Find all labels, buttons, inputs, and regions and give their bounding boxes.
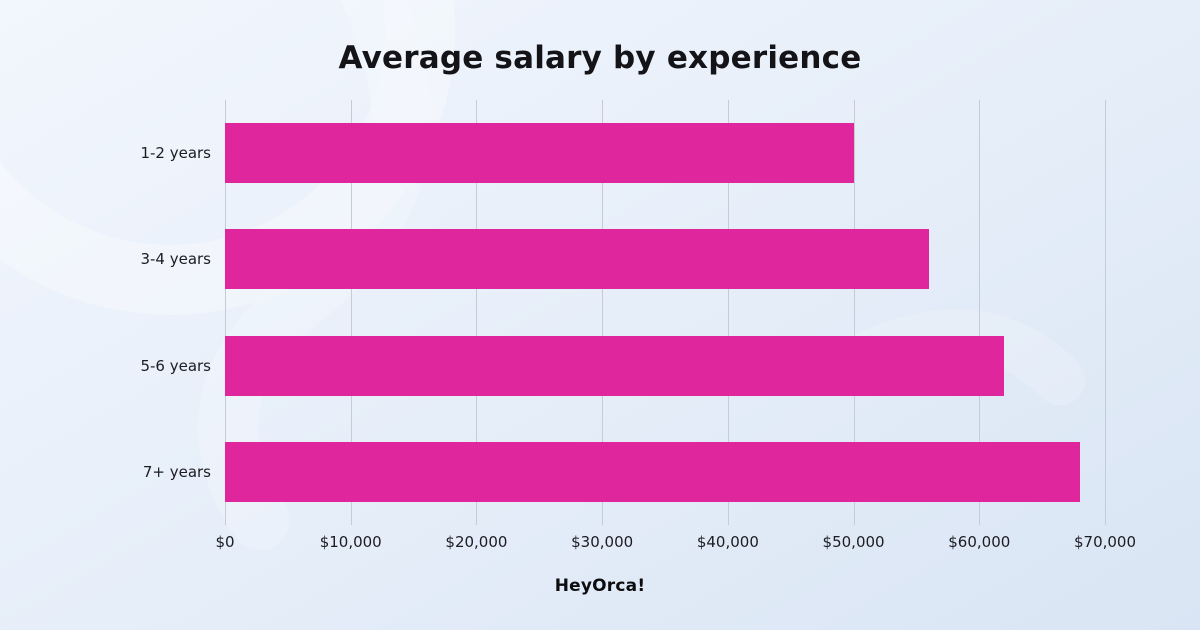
- x-tick-label: $70,000: [1073, 533, 1137, 551]
- gridline: [602, 100, 604, 525]
- gridline: [225, 100, 226, 525]
- x-tick-label: $0: [215, 533, 235, 551]
- bar: [225, 229, 929, 290]
- gridline: [979, 100, 981, 525]
- x-tick-label: $30,000: [571, 533, 634, 551]
- bar-row: [225, 100, 1105, 206]
- bars: [225, 100, 1105, 525]
- gridlines: [225, 100, 1106, 525]
- x-tick-label: $60,000: [948, 533, 1011, 551]
- x-tick-label: $10,000: [319, 533, 382, 551]
- gridline: [727, 100, 729, 525]
- gridline: [476, 100, 478, 525]
- bar-row: [225, 206, 1105, 312]
- bar-row: [225, 419, 1105, 525]
- bar: [225, 441, 1080, 502]
- plot-area: [225, 100, 1106, 525]
- category-label: 5-6 years: [140, 356, 211, 375]
- bar-row: [225, 313, 1105, 419]
- x-tick-label: $40,000: [696, 533, 759, 551]
- category-label: 3-4 years: [140, 250, 211, 269]
- category-label: 7+ years: [142, 462, 211, 481]
- x-tick-label: $20,000: [445, 533, 508, 551]
- gridline: [350, 100, 352, 525]
- y-axis-labels: 1-2 years 3-4 years 5-6 years 7+ years: [0, 100, 225, 525]
- bar: [225, 335, 1005, 396]
- gridline: [1105, 100, 1106, 525]
- bar-chart: 1-2 years 3-4 years 5-6 years 7+ years: [0, 100, 1106, 525]
- bar: [225, 123, 854, 184]
- category-label: 1-2 years: [140, 144, 211, 163]
- chart-title: Average salary by experience: [338, 40, 862, 76]
- x-tick-label: $50,000: [822, 533, 885, 551]
- x-axis-labels: $0 $10,000 $20,000 $30,000 $40,000 $50,000 $60…: [215, 533, 1136, 557]
- gridline: [853, 100, 855, 525]
- brand-logo: HeyOrca!: [554, 576, 646, 596]
